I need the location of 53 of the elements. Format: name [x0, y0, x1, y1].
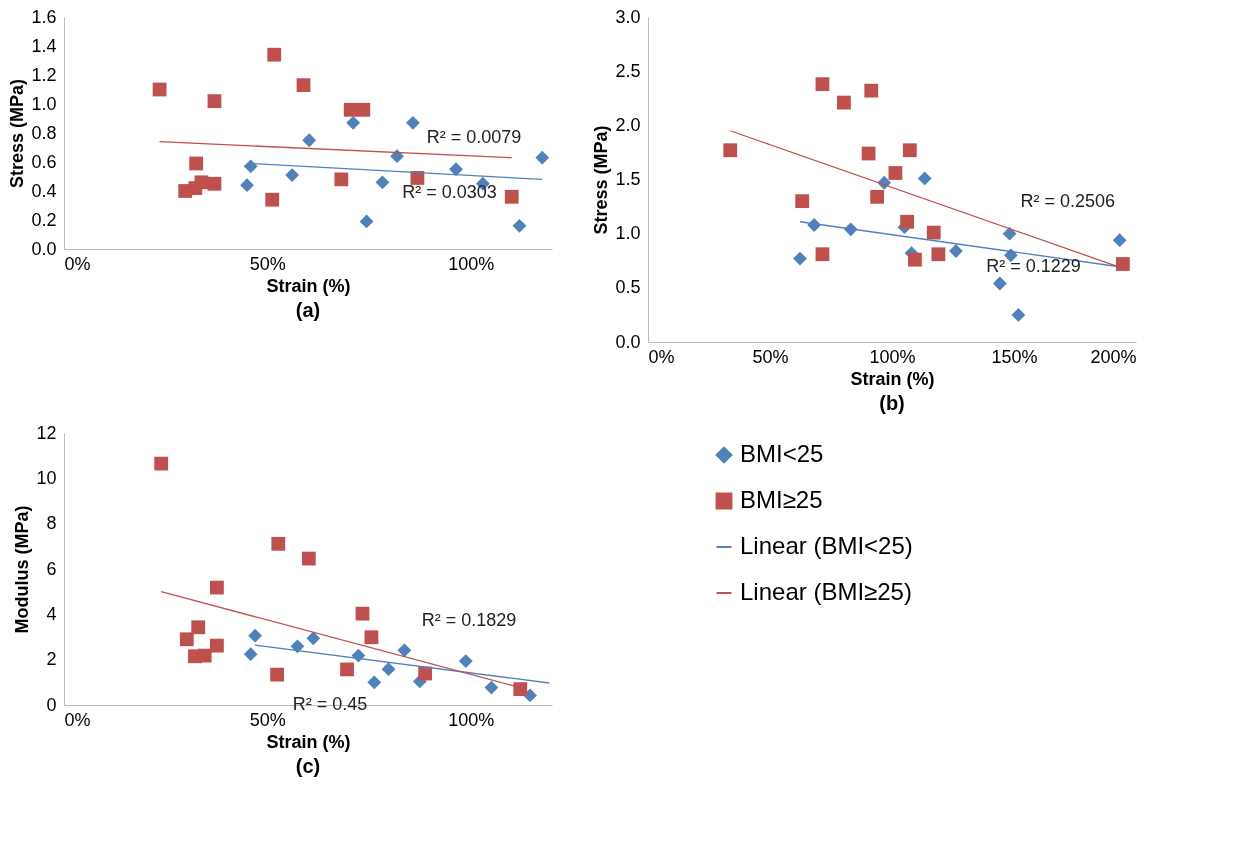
- y-tick-label: 0.0: [31, 238, 57, 259]
- y-tick-label: 2: [46, 649, 57, 670]
- y-tick-label: 0.8: [31, 122, 57, 143]
- x-tick-label: 150%: [991, 346, 1038, 367]
- legend-label: BMI<25: [740, 440, 824, 467]
- legend-label: Linear (BMI<25): [740, 532, 913, 559]
- y-tick-label: 1.2: [31, 64, 57, 85]
- x-tick-label: 0%: [64, 253, 91, 274]
- y-tick-label: 2.5: [615, 60, 641, 81]
- y-tick-label: 1.6: [31, 6, 57, 27]
- x-tick-label: 100%: [869, 346, 916, 367]
- x-tick-label: 100%: [448, 253, 495, 274]
- y-axis-title: Modulus (MPa): [12, 505, 33, 634]
- annotation: R² = 0.0079: [426, 126, 522, 147]
- x-axis-title: Strain (%): [850, 368, 935, 389]
- x-tick-label: 50%: [752, 346, 789, 367]
- y-tick-label: 1.5: [615, 169, 641, 189]
- text: (a): [295, 299, 321, 321]
- y-tick-label: 12: [36, 422, 57, 443]
- x-tick-label: 0%: [648, 346, 675, 367]
- legend-label: BMI≥25: [740, 486, 823, 513]
- y-tick-label: 6: [46, 558, 57, 579]
- annotation: R² = 0.1229: [986, 256, 1081, 277]
- y-tick-label: 0.2: [31, 209, 57, 230]
- x-tick-label: 100%: [448, 709, 495, 730]
- y-tick-label: 1.0: [31, 93, 57, 114]
- text: (c): [295, 755, 321, 777]
- y-tick-label: 1.4: [31, 35, 57, 56]
- y-tick-label: 10: [36, 467, 57, 488]
- y-tick-label: 4: [46, 603, 57, 624]
- x-tick-label: 200%: [1090, 346, 1137, 367]
- annotation: R² = 0.1829: [421, 609, 517, 630]
- x-tick-label: 50%: [249, 253, 286, 274]
- annotation: R² = 0.45: [292, 694, 368, 714]
- y-tick-label: 0.6: [31, 151, 57, 172]
- y-tick-label: 0.0: [615, 331, 641, 352]
- x-tick-label: 50%: [249, 709, 286, 730]
- y-tick-label: 8: [46, 513, 57, 534]
- y-tick-label: 0.5: [615, 277, 641, 298]
- legend-label: Linear (BMI≥25): [740, 578, 912, 605]
- text: (b): [879, 392, 905, 414]
- y-tick-label: 2.0: [615, 114, 641, 135]
- x-tick-label: 0%: [64, 709, 91, 730]
- y-tick-label: 0: [46, 694, 57, 715]
- y-tick-label: 0.4: [31, 180, 57, 201]
- x-axis-title: Strain (%): [266, 275, 351, 296]
- x-axis-title: Strain (%): [266, 731, 351, 752]
- y-tick-label: 1.0: [615, 223, 641, 244]
- y-tick-label: 3.0: [615, 6, 641, 27]
- y-axis-title: Stress (MPa): [591, 125, 612, 235]
- y-axis-title: Stress (MPa): [7, 78, 28, 189]
- annotation: R² = 0.0303: [402, 182, 497, 203]
- annotation: R² = 0.2506: [1020, 191, 1115, 212]
